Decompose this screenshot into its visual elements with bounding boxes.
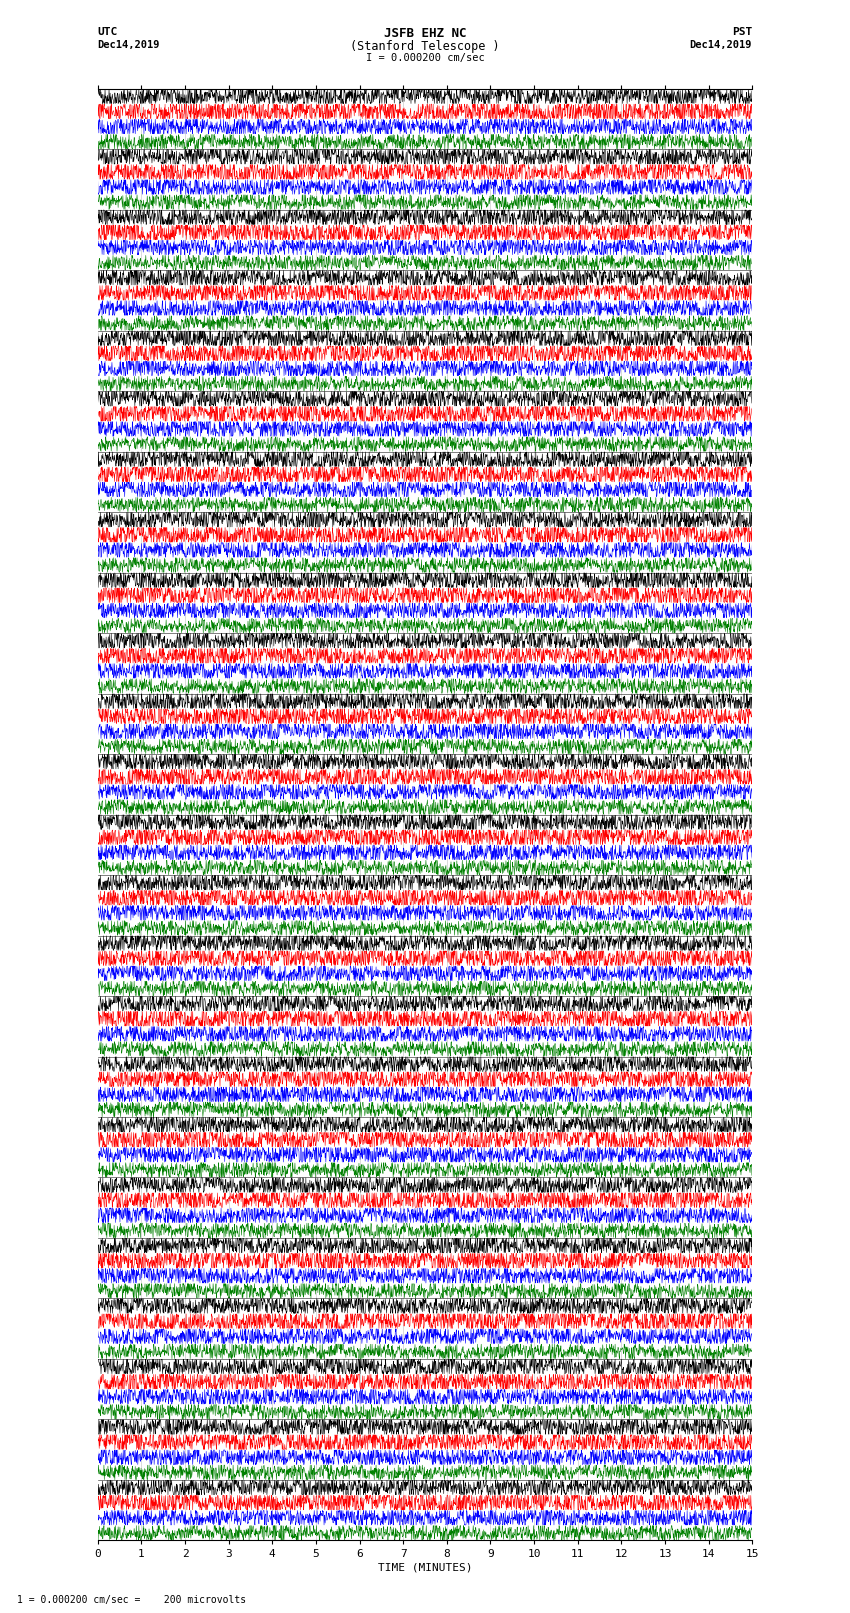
Text: (Stanford Telescope ): (Stanford Telescope )	[350, 40, 500, 53]
Text: 1 = 0.000200 cm/sec =    200 microvolts: 1 = 0.000200 cm/sec = 200 microvolts	[17, 1595, 246, 1605]
Text: PST: PST	[732, 27, 752, 37]
Text: Dec14,2019: Dec14,2019	[98, 40, 161, 50]
Text: Dec14,2019: Dec14,2019	[689, 40, 752, 50]
Text: UTC: UTC	[98, 27, 118, 37]
X-axis label: TIME (MINUTES): TIME (MINUTES)	[377, 1563, 473, 1573]
Text: I = 0.000200 cm/sec: I = 0.000200 cm/sec	[366, 53, 484, 63]
Text: JSFB EHZ NC: JSFB EHZ NC	[383, 27, 467, 40]
